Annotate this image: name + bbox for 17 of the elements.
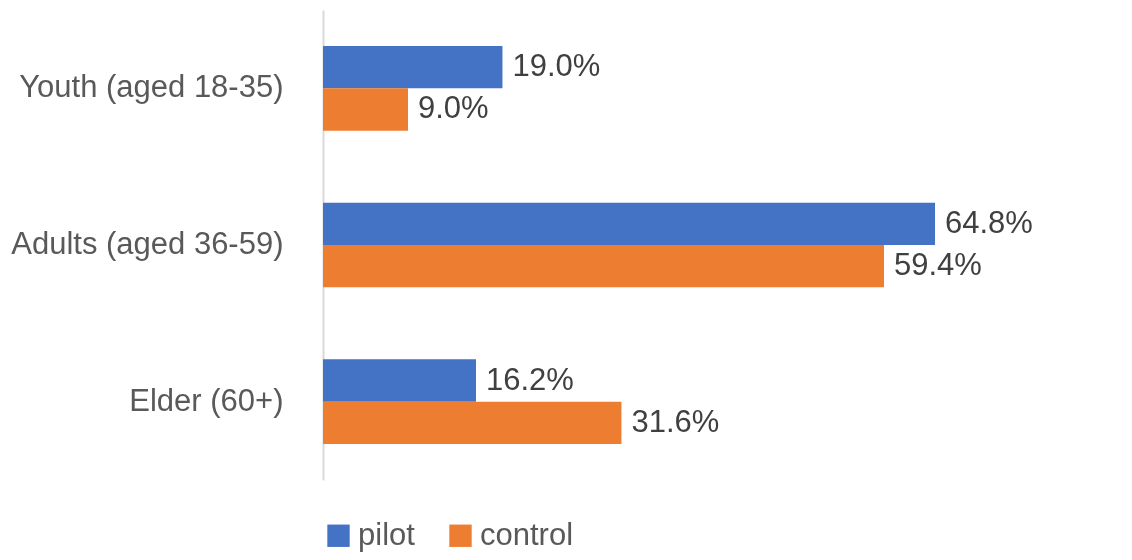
- bar: [323, 245, 884, 288]
- y-tick-label: Elder (60+): [129, 382, 284, 418]
- legend-label: control: [480, 516, 574, 552]
- bar: [323, 202, 935, 245]
- data-label: 19.0%: [512, 48, 601, 84]
- bar: [323, 401, 622, 444]
- data-label: 31.6%: [631, 403, 720, 439]
- bar: [323, 46, 503, 89]
- data-label: 16.2%: [486, 361, 574, 397]
- data-label: 9.0%: [418, 90, 489, 126]
- y-tick-label: Youth (aged 18-35): [19, 69, 284, 105]
- y-tick-label: Adults (aged 36-59): [11, 226, 284, 261]
- legend-label: pilot: [358, 516, 416, 552]
- bar: [323, 359, 476, 402]
- bar: [323, 88, 408, 131]
- data-label: 64.8%: [945, 204, 1033, 240]
- data-label: 59.4%: [894, 247, 982, 283]
